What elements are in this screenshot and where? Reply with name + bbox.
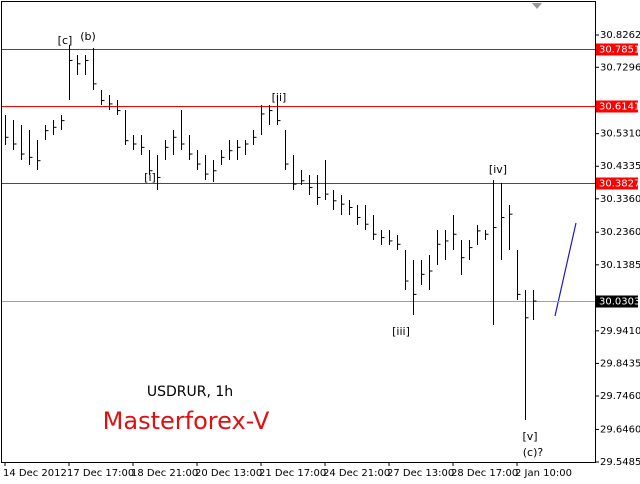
wave-label: (c)? xyxy=(523,446,544,459)
x-tick-label: 20 Dec 13:00 xyxy=(195,468,262,479)
y-tick-label: 29.6460 xyxy=(600,424,640,435)
last-price-label: 30.0303 xyxy=(599,297,640,308)
level-label: 30.7851 xyxy=(599,45,640,56)
x-tick-label: 21 Dec 17:00 xyxy=(259,468,326,479)
wave-label: [v] xyxy=(522,430,537,443)
y-tick-label: 30.5310 xyxy=(600,129,640,140)
last-price-box xyxy=(596,295,638,308)
x-tick-label: 2 Jan 10:00 xyxy=(515,468,572,479)
level-label: 30.6141 xyxy=(599,102,640,113)
x-tick-label: 14 Dec 2012 xyxy=(3,468,67,479)
x-tick-label: 27 Dec 13:00 xyxy=(387,468,454,479)
brand-label: Masterforex-V xyxy=(103,407,270,435)
y-tick-label: 30.2360 xyxy=(600,227,640,238)
wave-label: [i] xyxy=(144,171,156,184)
scroll-marker xyxy=(532,3,542,9)
y-tick-label: 30.1385 xyxy=(600,260,640,271)
x-tick-label: 18 Dec 21:00 xyxy=(131,468,198,479)
y-tick-label: 29.9410 xyxy=(600,326,640,337)
y-tick-label: 30.8262 xyxy=(600,30,640,41)
wave-label: [iv] xyxy=(489,163,507,176)
level-label: 30.3827 xyxy=(599,179,640,190)
y-tick-label: 30.4335 xyxy=(600,161,640,172)
wave-label: (b) xyxy=(80,30,96,43)
y-tick-label: 29.8435 xyxy=(600,358,640,369)
wave-label: [c] xyxy=(58,34,73,47)
symbol-label: USDRUR, 1h xyxy=(147,384,233,400)
y-tick-label: 30.3360 xyxy=(600,194,640,205)
y-tick-label: 30.7296 xyxy=(600,62,640,73)
x-tick-label: 17 Dec 17:00 xyxy=(67,468,134,479)
y-tick-label: 29.5485 xyxy=(600,457,640,468)
y-tick-label: 29.7460 xyxy=(600,391,640,402)
level-label-box xyxy=(596,43,638,56)
x-tick-label: 24 Dec 21:00 xyxy=(323,468,390,479)
level-label-box xyxy=(596,100,638,113)
level-label-box xyxy=(596,177,638,190)
wave-label: [iii] xyxy=(392,325,410,338)
x-tick-label: 28 Dec 17:00 xyxy=(451,468,518,479)
wave-label: [ii] xyxy=(272,91,287,104)
projection-line xyxy=(554,222,577,317)
